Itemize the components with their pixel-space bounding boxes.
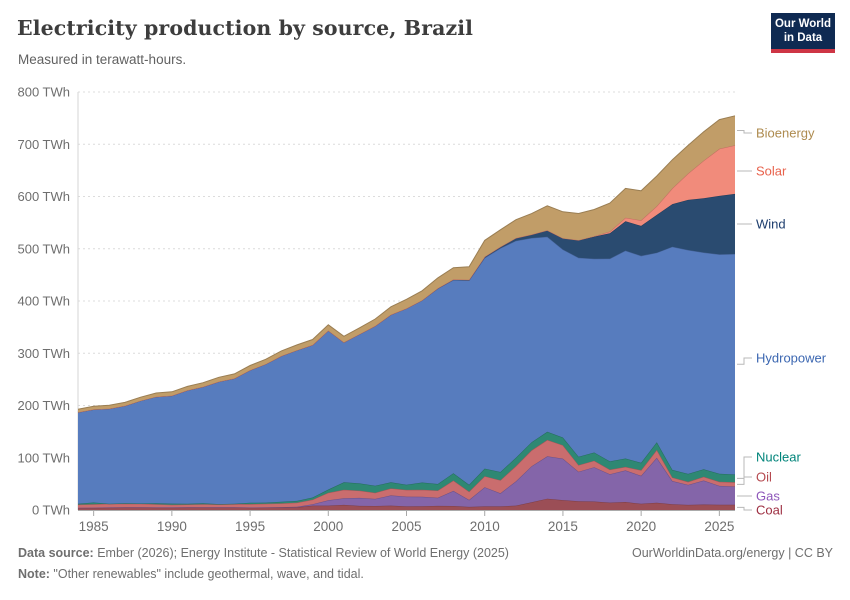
x-tick-label: 1995: [235, 519, 265, 534]
area-gas[interactable]: [78, 456, 735, 508]
x-tick-label: 2020: [626, 519, 656, 534]
x-tick-label: 2025: [704, 519, 734, 534]
footer-sources-label: Data source:: [18, 546, 94, 560]
legend-label-coal[interactable]: Coal: [756, 502, 783, 518]
legend-label-gas[interactable]: Gas: [756, 488, 780, 504]
legend-connector-bioenergy: [737, 130, 752, 134]
legend-label-hydropower[interactable]: Hydropower: [756, 350, 827, 366]
legend-connector-hydropower: [737, 357, 752, 365]
footer-link[interactable]: OurWorldinData.org/energy | CC BY: [631, 546, 833, 560]
footer-sources-text: Ember (2026); Energy Institute - Statist…: [93, 546, 509, 560]
owid-logo-line2: in Data: [783, 31, 823, 44]
y-tick-label: 400 TWh: [17, 294, 70, 309]
x-tick-label: 2015: [548, 519, 578, 534]
legend-connector-oil: [737, 476, 752, 485]
x-tick-label: 2010: [470, 519, 500, 534]
legend-connectors: [737, 130, 752, 511]
y-tick-label: 100 TWh: [17, 450, 70, 465]
area-series-group: [77, 115, 736, 510]
legend-label-solar[interactable]: Solar: [756, 163, 787, 179]
y-tick-label: 500 TWh: [17, 241, 70, 256]
legend-label-wind[interactable]: Wind: [756, 216, 786, 232]
footer-sources: Data source: Ember (2026); Energy Instit…: [18, 546, 509, 560]
y-tick-label: 800 TWh: [17, 85, 70, 100]
legend-connector-coal: [737, 506, 752, 511]
area-hydropower[interactable]: [78, 236, 735, 505]
y-tick-label: 600 TWh: [17, 189, 70, 204]
area-edge-bioenergy: [77, 115, 736, 410]
area-nuclear[interactable]: [78, 431, 735, 505]
footer-note-text: "Other renewables" include geothermal, w…: [49, 567, 364, 581]
footer-note-label: Note:: [18, 567, 50, 581]
legend-label-nuclear[interactable]: Nuclear: [756, 449, 801, 465]
area-coal[interactable]: [78, 498, 735, 510]
x-tick-label: 1985: [79, 519, 109, 534]
owid-logo: Our World in Data: [771, 13, 835, 53]
y-tick-label: 200 TWh: [17, 398, 70, 413]
legend-label-oil[interactable]: Oil: [756, 469, 772, 485]
owid-logo-line1: Our World: [774, 18, 831, 30]
page-title: Electricity production by source, Brazil: [17, 16, 474, 40]
chart-subtitle: Measured in terawatt-hours.: [18, 52, 187, 67]
x-tick-label: 1990: [157, 519, 187, 534]
x-tick-label: 2005: [391, 519, 421, 534]
legend-connector-nuclear: [737, 456, 752, 479]
area-oil[interactable]: [78, 439, 735, 508]
area-wind[interactable]: [78, 193, 735, 413]
x-axis: 1985 1990 1995 2000 2005 2010 2015 2020 2025: [78, 510, 735, 534]
y-axis: 0 TWh 100 TWh 200 TWh 300 TWh 400 TWh 500 TWh…: [17, 85, 735, 518]
y-tick-label: 0 TWh: [32, 503, 70, 518]
y-tick-label: 700 TWh: [17, 137, 70, 152]
x-tick-label: 2000: [313, 519, 343, 534]
footer-note: Note: "Other renewables" include geother…: [18, 567, 364, 581]
y-tick-label: 300 TWh: [17, 346, 70, 361]
legend-label-bioenergy[interactable]: Bioenergy: [756, 125, 815, 141]
